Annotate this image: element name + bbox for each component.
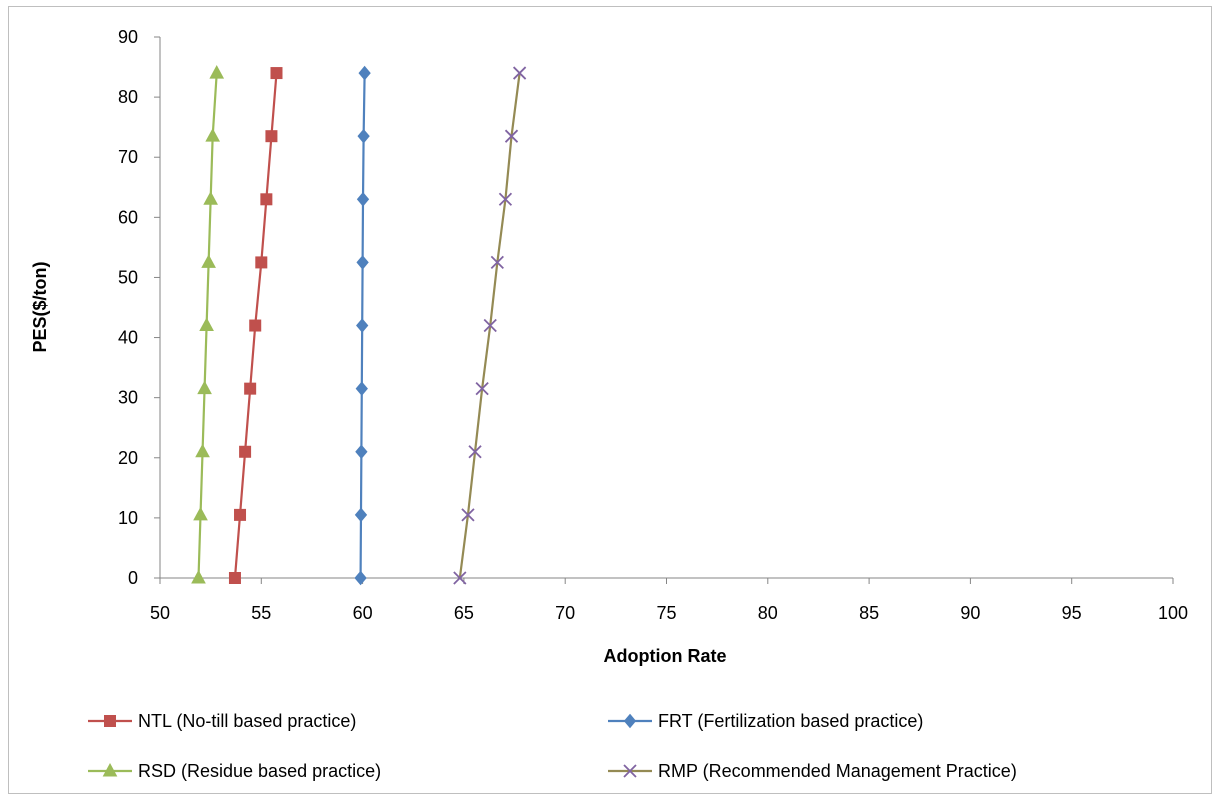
- data-point: [249, 319, 262, 332]
- data-point: [453, 571, 467, 585]
- y-tick-label: 30: [118, 388, 138, 408]
- series-rmp: [453, 66, 527, 585]
- x-tick-label: 90: [960, 603, 980, 623]
- x-tick-label: 95: [1062, 603, 1082, 623]
- y-tick-label: 0: [128, 568, 138, 588]
- data-point: [357, 128, 370, 144]
- data-point: [354, 570, 367, 586]
- data-point: [195, 443, 210, 458]
- legend-item: RMP (Recommended Management Practice): [608, 761, 1017, 781]
- legend-item: NTL (No-till based practice): [88, 711, 356, 731]
- data-point: [228, 572, 241, 584]
- data-point: [498, 192, 513, 206]
- data-point: [205, 128, 221, 142]
- legend-item: RSD (Residue based practice): [88, 761, 381, 781]
- data-point: [265, 130, 278, 143]
- x-tick-label: 70: [555, 603, 575, 623]
- data-point: [260, 193, 273, 206]
- data-point: [209, 65, 225, 79]
- x-tick-label: 55: [251, 603, 271, 623]
- data-point: [191, 569, 206, 584]
- x-tick-label: 80: [758, 603, 778, 623]
- legend: NTL (No-till based practice) FRT (Fertili…: [88, 711, 1017, 781]
- data-point: [199, 317, 214, 332]
- series-ntl: [228, 67, 283, 584]
- y-tick-label: 40: [118, 328, 138, 348]
- y-axis-title: PES($/ton): [30, 261, 50, 352]
- axes: 0 10 20 30 40 50 60 70 80 90 50 55 60 65 70 75 80 85 90 95 1…: [118, 27, 1188, 623]
- x-tick-label: 75: [656, 603, 676, 623]
- data-point: [201, 254, 216, 268]
- data-point: [234, 508, 247, 521]
- y-tick-label: 90: [118, 27, 138, 47]
- x-tick-label: 85: [859, 603, 879, 623]
- data-point: [504, 129, 519, 143]
- data-point: [193, 506, 208, 521]
- data-point: [483, 318, 497, 333]
- data-point: [355, 444, 368, 460]
- y-tick-label: 70: [118, 147, 138, 167]
- data-point: [239, 445, 252, 458]
- legend-marker: [623, 764, 637, 778]
- data-point: [461, 508, 475, 522]
- legend-marker: [623, 713, 637, 729]
- y-tick-label: 80: [118, 87, 138, 107]
- x-tick-label: 65: [454, 603, 474, 623]
- data-point: [475, 382, 489, 396]
- data-point: [255, 256, 268, 269]
- series-frt: [354, 65, 371, 586]
- x-tick-label: 60: [353, 603, 373, 623]
- data-point: [512, 66, 527, 80]
- series-rsd: [191, 65, 225, 584]
- legend-item: FRT (Fertilization based practice): [608, 711, 923, 731]
- y-tick-label: 20: [118, 448, 138, 468]
- plot-area: [191, 65, 527, 586]
- legend-marker: [104, 715, 116, 727]
- legend-label: RMP (Recommended Management Practice): [658, 761, 1017, 781]
- data-point: [356, 192, 370, 207]
- data-point: [358, 65, 371, 81]
- x-tick-label: 50: [150, 603, 170, 623]
- y-tick-label: 10: [118, 508, 138, 528]
- data-point: [356, 318, 369, 333]
- y-tick-label: 60: [118, 207, 138, 227]
- data-point: [490, 255, 504, 270]
- data-point: [468, 445, 482, 459]
- data-point: [355, 381, 368, 396]
- data-point: [197, 380, 212, 395]
- y-tick-label: 50: [118, 267, 138, 287]
- x-axis-title: Adoption Rate: [604, 646, 727, 666]
- legend-label: NTL (No-till based practice): [138, 711, 356, 731]
- data-point: [203, 191, 218, 205]
- legend-label: RSD (Residue based practice): [138, 761, 381, 781]
- data-point: [270, 67, 283, 80]
- data-point: [354, 507, 368, 523]
- x-tick-label: 100: [1158, 603, 1188, 623]
- data-point: [356, 255, 369, 270]
- data-point: [244, 382, 257, 395]
- legend-marker: [102, 762, 118, 777]
- legend-label: FRT (Fertilization based practice): [658, 711, 923, 731]
